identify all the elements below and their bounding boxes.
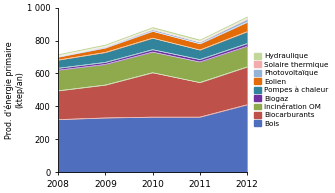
Legend: Hydraulique, Solaire thermique, Photovoltaïque, Eolien, Pompes à chaleur, Biogaz: Hydraulique, Solaire thermique, Photovol… — [253, 52, 330, 128]
Y-axis label: Prod. d'énergie primaire
(ktep/an): Prod. d'énergie primaire (ktep/an) — [4, 41, 24, 139]
